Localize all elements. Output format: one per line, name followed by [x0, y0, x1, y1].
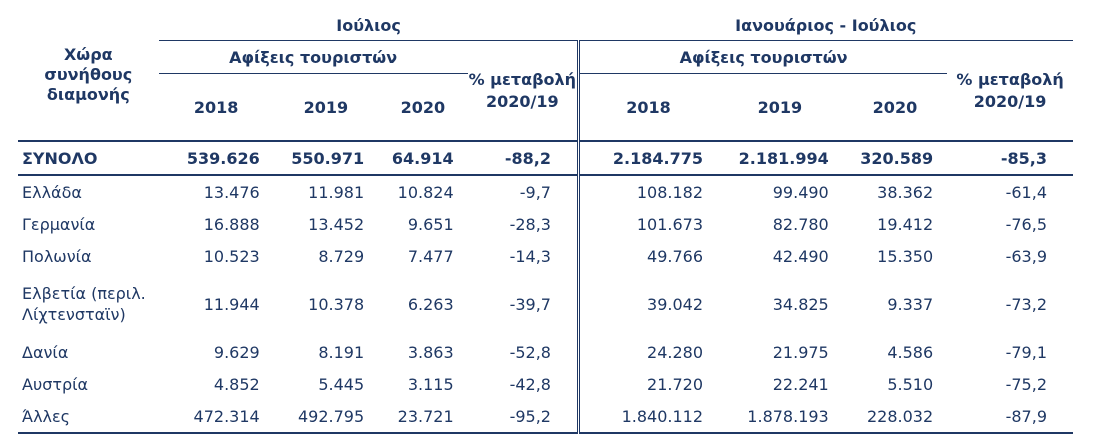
- cell-ytd-change: -87,9: [1005, 406, 1047, 426]
- cell-ytd-2019: 1.878.193: [747, 406, 829, 426]
- tourist-arrivals-table: Χώρα συνήθους διαμονής Ιούλιος Ιανουάριο…: [18, 10, 1073, 434]
- total-ytd-2019: 2.181.994: [738, 148, 829, 168]
- cell-ytd-2018: 49.766: [576, 240, 717, 272]
- arrivals-header-ytd: Αφίξεις τουριστών: [576, 40, 948, 74]
- change-label-ytd: % μεταβολή 2020/19: [956, 69, 1064, 111]
- cell-ytd-2020: 15.350: [877, 246, 934, 266]
- cell-ytd-change: -73,2: [1005, 294, 1047, 314]
- cell-ytd-2019: 22.241: [772, 374, 829, 394]
- cell-ytd-2020: 38.362: [877, 182, 934, 202]
- period-july-header: Ιούλιος: [158, 10, 579, 41]
- change-label-july: % μεταβολή 2020/19: [468, 69, 577, 111]
- cell-ytd-2018: 39.042: [576, 272, 717, 336]
- year-2019-july: 2019: [303, 97, 349, 117]
- cell-ytd-change: -61,4: [1005, 182, 1047, 202]
- table-row: Πολωνία 10.523 8.729 7.477 -14,3 49.766 …: [18, 240, 1073, 272]
- cell-ytd-2019: 82.780: [772, 214, 829, 234]
- total-row: ΣΥΝΟΛΟ 539.626 550.971 64.914 -88,2 2.18…: [18, 141, 1073, 175]
- cell-jul-2018: 4.852: [213, 374, 260, 394]
- table-row: Γερμανία 16.888 13.452 9.651 -28,3 101.6…: [18, 208, 1073, 240]
- total-jul-2018: 539.626: [186, 148, 260, 168]
- cell-ytd-2020: 5.510: [887, 374, 934, 394]
- cell-jul-2019: 8.729: [318, 246, 365, 266]
- change-header-ytd: % μεταβολή 2020/19: [947, 41, 1073, 142]
- country-label: Γερμανία: [22, 214, 96, 234]
- country-label: Ελλάδα: [22, 182, 82, 202]
- country-label-text: Ελβετία (περιλ. Λίχτενσταϊν): [22, 284, 146, 324]
- total-jul-change: -88,2: [504, 148, 551, 168]
- cell-ytd-2019: 99.490: [772, 182, 829, 202]
- period-jan-jul-header: Ιανουάριος - Ιούλιος: [578, 10, 1073, 41]
- total-label: ΣΥΝΟΛΟ: [22, 148, 98, 168]
- table-row: Δανία 9.629 8.191 3.863 -52,8 24.280 21.…: [18, 336, 1073, 368]
- year-2020-ytd: 2020: [872, 97, 918, 117]
- cell-jul-change: -42,8: [509, 374, 551, 394]
- cell-ytd-change: -76,5: [1005, 214, 1047, 234]
- cell-ytd-2018: 24.280: [576, 336, 717, 368]
- table-row: Ελβετία (περιλ. Λίχτενσταϊν) 11.944 10.3…: [18, 272, 1073, 336]
- cell-jul-2018: 11.944: [203, 294, 260, 314]
- table-row: Ελλάδα 13.476 11.981 10.824 -9,7 108.182…: [18, 175, 1073, 208]
- cell-ytd-2020: 228.032: [866, 406, 934, 426]
- cell-jul-2019: 492.795: [297, 406, 365, 426]
- table-row: Άλλες 472.314 492.795 23.721 -95,2 1.840…: [18, 400, 1073, 433]
- cell-jul-2019: 11.981: [308, 182, 365, 202]
- cell-jul-2020: 10.824: [397, 182, 454, 202]
- cell-jul-2020: 3.115: [407, 374, 454, 394]
- cell-jul-change: -28,3: [509, 214, 551, 234]
- cell-jul-2018: 13.476: [203, 182, 260, 202]
- country-label: Άλλες: [22, 406, 71, 426]
- cell-jul-2018: 9.629: [213, 342, 260, 362]
- cell-jul-change: -14,3: [509, 246, 551, 266]
- cell-jul-2018: 472.314: [193, 406, 260, 426]
- total-jul-2020: 64.914: [391, 148, 454, 168]
- cell-ytd-2018: 21.720: [576, 368, 717, 400]
- cell-jul-2019: 10.378: [308, 294, 365, 314]
- cell-ytd-2019: 42.490: [772, 246, 829, 266]
- country-label: Δανία: [22, 342, 69, 362]
- cell-jul-2020: 3.863: [407, 342, 454, 362]
- cell-jul-2019: 8.191: [318, 342, 365, 362]
- year-2018-july: 2018: [193, 97, 239, 117]
- cell-ytd-2020: 9.337: [887, 294, 934, 314]
- cell-ytd-2018: 108.182: [576, 175, 717, 208]
- cell-jul-2020: 7.477: [407, 246, 454, 266]
- country-label: Αυστρία: [22, 374, 89, 394]
- cell-jul-2019: 5.445: [318, 374, 365, 394]
- year-2018-ytd: 2018: [576, 73, 717, 141]
- cell-ytd-2019: 21.975: [772, 342, 829, 362]
- country-label: Ελβετία (περιλ. Λίχτενσταϊν): [18, 272, 159, 336]
- total-jul-2019: 550.971: [291, 148, 365, 168]
- cell-jul-2019: 13.452: [308, 214, 365, 234]
- cell-jul-change: -52,8: [509, 342, 551, 362]
- total-ytd-2020: 320.589: [860, 148, 934, 168]
- cell-jul-change: -9,7: [519, 182, 551, 202]
- cell-ytd-2018: 101.673: [576, 208, 717, 240]
- year-2020-july: 2020: [400, 97, 446, 117]
- cell-jul-change: -95,2: [509, 406, 551, 426]
- year-2019-ytd: 2019: [757, 97, 803, 117]
- cell-ytd-2019: 34.825: [772, 294, 829, 314]
- cell-ytd-2020: 19.412: [877, 214, 934, 234]
- cell-jul-2018: 16.888: [203, 214, 260, 234]
- cell-ytd-change: -75,2: [1005, 374, 1047, 394]
- cell-jul-change: -39,7: [509, 294, 551, 314]
- cell-jul-2018: 10.523: [203, 246, 260, 266]
- cell-ytd-change: -63,9: [1005, 246, 1047, 266]
- change-header-july: % μεταβολή 2020/19: [468, 41, 579, 142]
- cell-jul-2020: 23.721: [397, 406, 454, 426]
- table-row: Αυστρία 4.852 5.445 3.115 -42,8 21.720 2…: [18, 368, 1073, 400]
- cell-ytd-2018: 1.840.112: [576, 400, 717, 433]
- country-header: Χώρα συνήθους διαμονής: [18, 10, 159, 141]
- total-ytd-change: -85,3: [1000, 148, 1047, 168]
- cell-jul-2020: 6.263: [407, 294, 454, 314]
- cell-ytd-change: -79,1: [1005, 342, 1047, 362]
- country-header-label: Χώρα συνήθους διαμονής: [44, 45, 133, 104]
- total-ytd-2018: 2.184.775: [576, 141, 717, 175]
- cell-ytd-2020: 4.586: [887, 342, 934, 362]
- country-label: Πολωνία: [22, 246, 92, 266]
- arrivals-header-july: Αφίξεις τουριστών: [158, 40, 468, 74]
- cell-jul-2020: 9.651: [407, 214, 454, 234]
